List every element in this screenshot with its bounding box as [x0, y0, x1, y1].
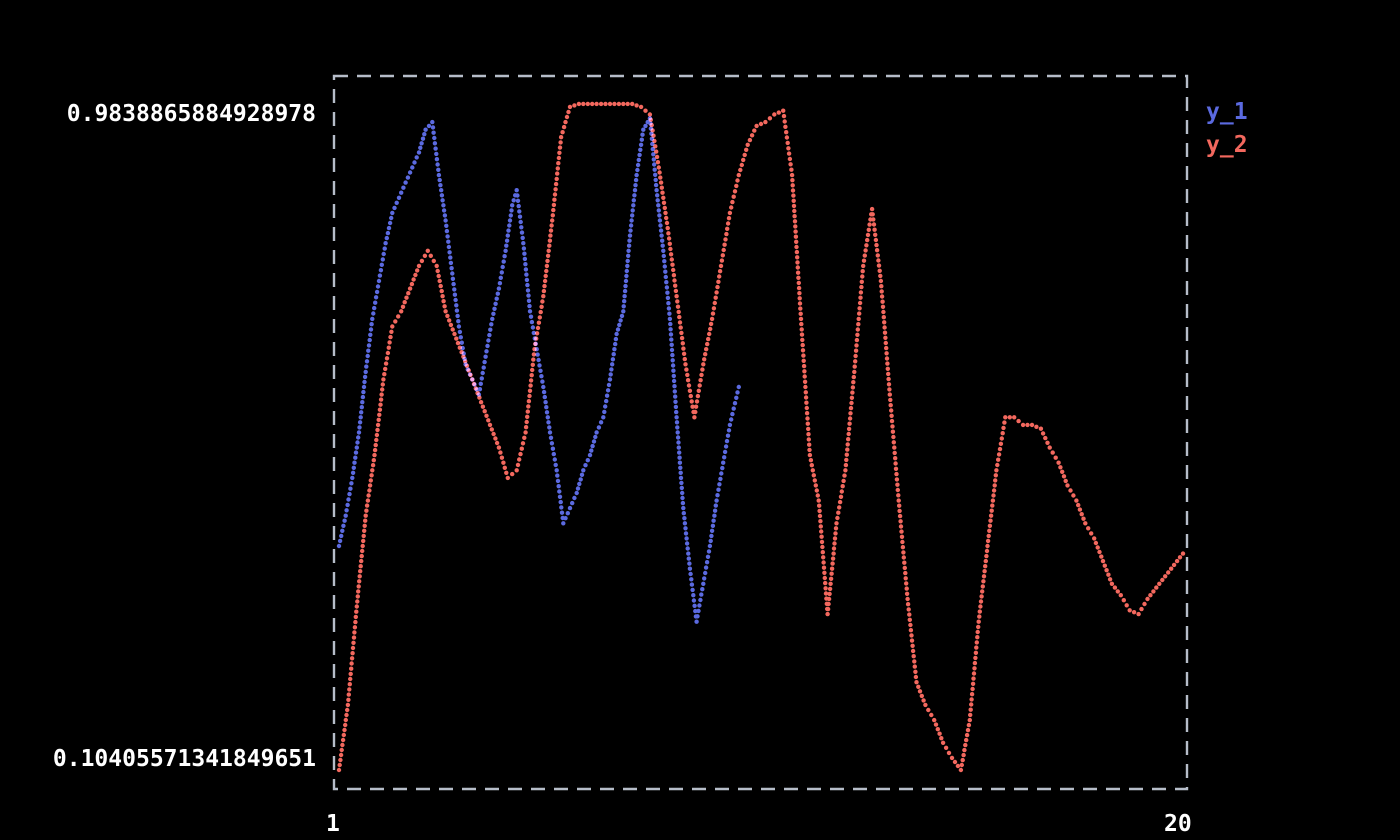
legend-item-y2: y_2: [1206, 132, 1248, 158]
legend-item-y1: y_1: [1206, 99, 1248, 125]
y-axis-min-label: 0.10405571341849651: [52, 746, 316, 772]
x-axis-max-label: 20: [1164, 811, 1192, 837]
x-axis-min-label: 1: [326, 811, 340, 837]
y-axis-max-label: 0.9838865884928978: [66, 101, 316, 127]
